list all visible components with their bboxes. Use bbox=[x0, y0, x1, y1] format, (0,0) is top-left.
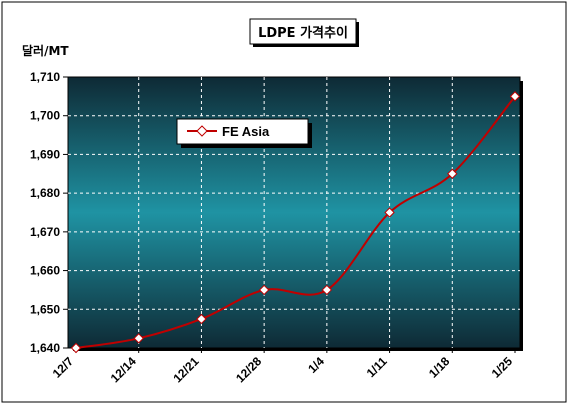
data-point-marker bbox=[133, 333, 144, 344]
y-axis-label: 달러/MT bbox=[22, 43, 69, 58]
y-tick-label: 1,670 bbox=[30, 225, 60, 239]
y-tick-label: 1,680 bbox=[30, 186, 60, 200]
y-tick-label: 1,710 bbox=[30, 70, 60, 84]
y-axis-ticks: 1,640 1,650 1,660 1,670 1,680 1,690 1,700 1,710 bbox=[30, 70, 68, 355]
legend-marker-swatch bbox=[196, 125, 208, 137]
data-point-marker bbox=[384, 207, 395, 218]
title-shadow-right bbox=[356, 22, 359, 47]
y-tick-label: 1,640 bbox=[30, 341, 60, 355]
legend: FE Asia bbox=[176, 118, 312, 148]
data-point-marker bbox=[258, 284, 270, 296]
data-point-marker bbox=[196, 313, 207, 325]
title-box bbox=[249, 18, 357, 45]
y-tick-label: 1,660 bbox=[30, 264, 60, 278]
legend-label-fe-asia: FE Asia bbox=[222, 124, 270, 139]
data-point-marker bbox=[509, 91, 521, 102]
title-shadow-bottom bbox=[253, 44, 359, 47]
chart-title: LDPE 가격추이 bbox=[258, 25, 348, 41]
y-tick-label: 1,700 bbox=[30, 109, 60, 123]
y-tick-label: 1,690 bbox=[30, 147, 60, 161]
data-point-marker bbox=[447, 168, 458, 179]
data-point-marker bbox=[321, 284, 333, 296]
data-point-marker bbox=[70, 342, 82, 354]
y-tick-label: 1,650 bbox=[30, 302, 60, 316]
series-fe-asia bbox=[70, 91, 521, 354]
